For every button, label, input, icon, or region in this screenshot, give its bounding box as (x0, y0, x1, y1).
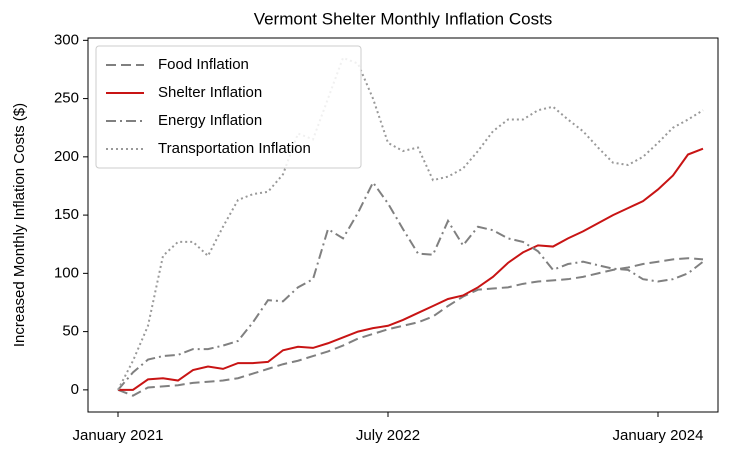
x-tick-label: January 2024 (613, 427, 704, 444)
plot-frame (87, 37, 719, 413)
x-tick-label: July 2022 (356, 427, 420, 444)
y-tick-label: 200 (54, 148, 79, 165)
legend-label: Energy Inflation (158, 112, 262, 129)
legend-label: Transportation Inflation (158, 140, 311, 157)
series-line (117, 180, 704, 391)
y-tick-label: 300 (54, 31, 79, 48)
legend-label: Shelter Inflation (158, 84, 262, 101)
legend-label: Food Inflation (158, 56, 249, 73)
series-line (118, 147, 704, 391)
y-tick-label: 150 (54, 206, 79, 223)
y-axis-label: Increased Monthly Inflation Costs ($) (11, 103, 28, 347)
y-tick-label: 50 (62, 323, 79, 340)
series-line (117, 56, 704, 391)
chart-title: Vermont Shelter Monthly Inflation Costs (254, 9, 553, 28)
legend: Food Inflation Shelter Inflation Energy In… (95, 45, 362, 169)
legend-box (95, 45, 362, 169)
y-tick-label: 100 (54, 264, 79, 281)
series-line (117, 257, 704, 397)
y-tick-label: 250 (54, 90, 79, 107)
x-tick-label: January 2021 (73, 427, 164, 444)
y-tick-label: 0 (71, 381, 79, 398)
